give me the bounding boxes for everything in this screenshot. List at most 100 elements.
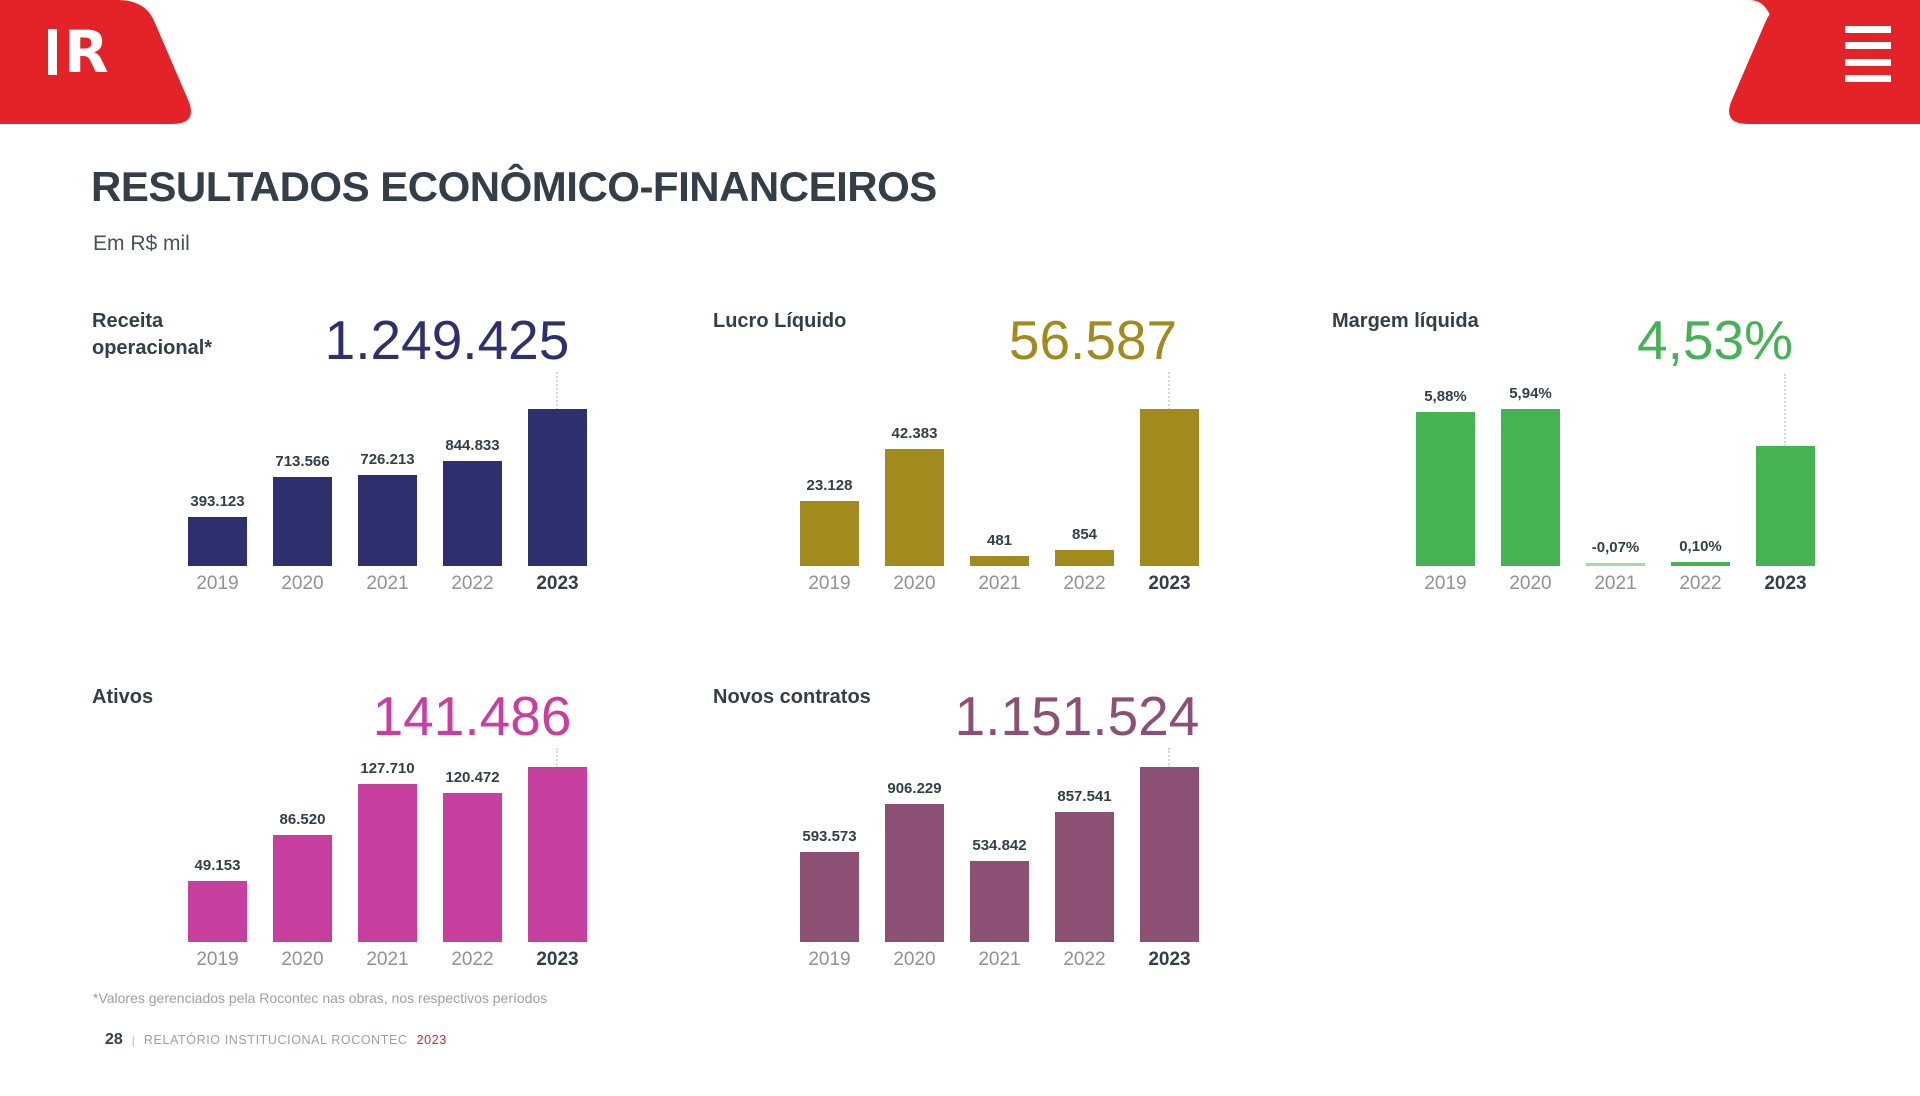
bar-year-label: 2022 bbox=[451, 949, 494, 970]
bar-column-2023: 2023 bbox=[1140, 402, 1199, 595]
bar-column-2019: 393.123 2019 bbox=[188, 493, 247, 595]
red-corner-shape-left bbox=[0, 0, 191, 124]
bar bbox=[1055, 550, 1114, 566]
bar-value-label: 481 bbox=[986, 532, 1013, 549]
bar-year-label: 2019 bbox=[808, 573, 851, 594]
bar-year-label: 2023 bbox=[1148, 949, 1191, 970]
chart-title: Margem líquida bbox=[1332, 310, 1479, 332]
bar-column-2019: 5,88% 2019 bbox=[1416, 388, 1475, 595]
bar bbox=[273, 835, 332, 942]
chart-highlight-value: 4,53% bbox=[1637, 309, 1793, 371]
bar-value-label: 86.520 bbox=[279, 811, 326, 828]
bar-year-label: 2023 bbox=[536, 573, 579, 594]
highlight-connector-line bbox=[1168, 748, 1170, 768]
bar-value-label: 42.383 bbox=[891, 425, 938, 442]
bar-year-label: 2022 bbox=[1063, 573, 1106, 594]
bar-column-2022: 844.833 2022 bbox=[443, 437, 502, 595]
bar-column-2023: 2023 bbox=[1756, 439, 1815, 595]
bar bbox=[1671, 562, 1730, 566]
bar-column-2021: -0,07% 2021 bbox=[1586, 539, 1645, 595]
bar-year-label: 2022 bbox=[1063, 949, 1106, 970]
highlight-connector-line bbox=[556, 748, 558, 768]
chart-lucro-liquido: Lucro Líquido 56.587 23.128 2019 42.383 202… bbox=[713, 300, 1223, 595]
hamburger-icon bbox=[1845, 58, 1891, 66]
bar bbox=[1756, 446, 1815, 566]
bar-value-label: 393.123 bbox=[190, 493, 245, 510]
bar-value-label: 713.566 bbox=[275, 453, 330, 470]
bar bbox=[188, 881, 247, 942]
bar-plot: 393.123 2019 713.566 2020 726.213 2021 844.833… bbox=[188, 381, 587, 595]
bar-column-2019: 593.573 2019 bbox=[800, 828, 859, 971]
bar bbox=[443, 461, 502, 566]
bar-year-label: 2021 bbox=[366, 573, 409, 594]
bar-plot: 49.153 2019 86.520 2020 127.710 2021 120.472 20… bbox=[188, 739, 587, 971]
bar bbox=[528, 767, 587, 942]
company-logo: R bbox=[48, 18, 109, 86]
footnote: *Valores gerenciados pela Rocontec nas o… bbox=[93, 990, 548, 1006]
bar-value-label: 120.472 bbox=[445, 769, 500, 786]
bar-value-label: 844.833 bbox=[445, 437, 500, 454]
chart-receita-operacional: Receita operacional* 1.249.425 393.123 20… bbox=[92, 300, 602, 595]
bar-year-label: 2020 bbox=[1509, 573, 1552, 594]
bar bbox=[1055, 812, 1114, 942]
bar bbox=[885, 449, 944, 566]
bar-year-label: 2022 bbox=[451, 573, 494, 594]
bar-column-2020: 42.383 2020 bbox=[885, 425, 944, 595]
bar-column-2022: 120.472 2022 bbox=[443, 769, 502, 971]
bar-year-label: 2022 bbox=[1679, 573, 1722, 594]
hamburger-menu-button[interactable] bbox=[1845, 26, 1891, 82]
bar bbox=[1501, 409, 1560, 566]
logo-letter: R bbox=[64, 18, 109, 86]
bar-column-2021: 481 2021 bbox=[970, 532, 1029, 595]
bar-year-label: 2023 bbox=[536, 949, 579, 970]
bar-column-2020: 713.566 2020 bbox=[273, 453, 332, 595]
bar-year-label: 2021 bbox=[978, 573, 1021, 594]
bar-column-2019: 49.153 2019 bbox=[188, 857, 247, 971]
bar-year-label: 2021 bbox=[1594, 573, 1637, 594]
bar-column-2023: 2023 bbox=[528, 760, 587, 971]
bar-value-label: 854 bbox=[1071, 526, 1098, 543]
bar bbox=[528, 409, 587, 566]
bar-column-2023: 2023 bbox=[528, 402, 587, 595]
bar-column-2022: 857.541 2022 bbox=[1055, 788, 1114, 971]
chart-margem-liquida: Margem líquida 4,53% 5,88% 2019 5,94% 2020 -… bbox=[1332, 300, 1862, 595]
page-title: RESULTADOS ECONÔMICO-FINANCEIROS bbox=[91, 163, 937, 210]
highlight-connector-line bbox=[556, 372, 558, 410]
bar-year-label: 2019 bbox=[1424, 573, 1467, 594]
bar-column-2021: 534.842 2021 bbox=[970, 837, 1029, 971]
bar bbox=[970, 556, 1029, 566]
chart-highlight-value: 56.587 bbox=[1008, 309, 1178, 371]
bar-value-label: 0,10% bbox=[1679, 538, 1722, 555]
chart-title: Receita operacional* bbox=[92, 310, 213, 359]
highlight-connector-line bbox=[1784, 374, 1786, 446]
bar bbox=[1586, 563, 1645, 566]
bar-value-label: 5,88% bbox=[1424, 388, 1467, 405]
bar-value-label: 857.541 bbox=[1057, 788, 1112, 805]
bar-value-label: 726.213 bbox=[360, 451, 415, 468]
bar-value-label: 906.229 bbox=[887, 780, 942, 797]
bar-year-label: 2020 bbox=[281, 949, 324, 970]
bar bbox=[885, 804, 944, 942]
bar-value-label: 5,94% bbox=[1509, 385, 1552, 402]
bar-year-label: 2020 bbox=[281, 573, 324, 594]
bar-column-2020: 86.520 2020 bbox=[273, 811, 332, 971]
bar-year-label: 2021 bbox=[978, 949, 1021, 970]
bar-year-label: 2020 bbox=[893, 573, 936, 594]
bar-column-2020: 5,94% 2020 bbox=[1501, 385, 1560, 595]
bar-column-2021: 127.710 2021 bbox=[358, 760, 417, 971]
bar-plot: 5,88% 2019 5,94% 2020 -0,07% 2021 0,10% 2022 202… bbox=[1416, 381, 1815, 595]
chart-title: Ativos bbox=[92, 686, 154, 708]
bar-value-label: 23.128 bbox=[806, 477, 853, 494]
bar-year-label: 2019 bbox=[808, 949, 851, 970]
bar-year-label: 2023 bbox=[1764, 573, 1807, 594]
chart-title: Lucro Líquido bbox=[713, 310, 847, 332]
bar-year-label: 2021 bbox=[366, 949, 409, 970]
bar bbox=[1416, 412, 1475, 566]
bar bbox=[1140, 767, 1199, 942]
page-subtitle: Em R$ mil bbox=[93, 232, 190, 255]
bar-column-2019: 23.128 2019 bbox=[800, 477, 859, 595]
hamburger-icon bbox=[1845, 42, 1891, 50]
bar-column-2023: 2023 bbox=[1140, 760, 1199, 971]
bar-column-2022: 854 2022 bbox=[1055, 526, 1114, 595]
bar-value-label: -0,07% bbox=[1591, 539, 1640, 556]
